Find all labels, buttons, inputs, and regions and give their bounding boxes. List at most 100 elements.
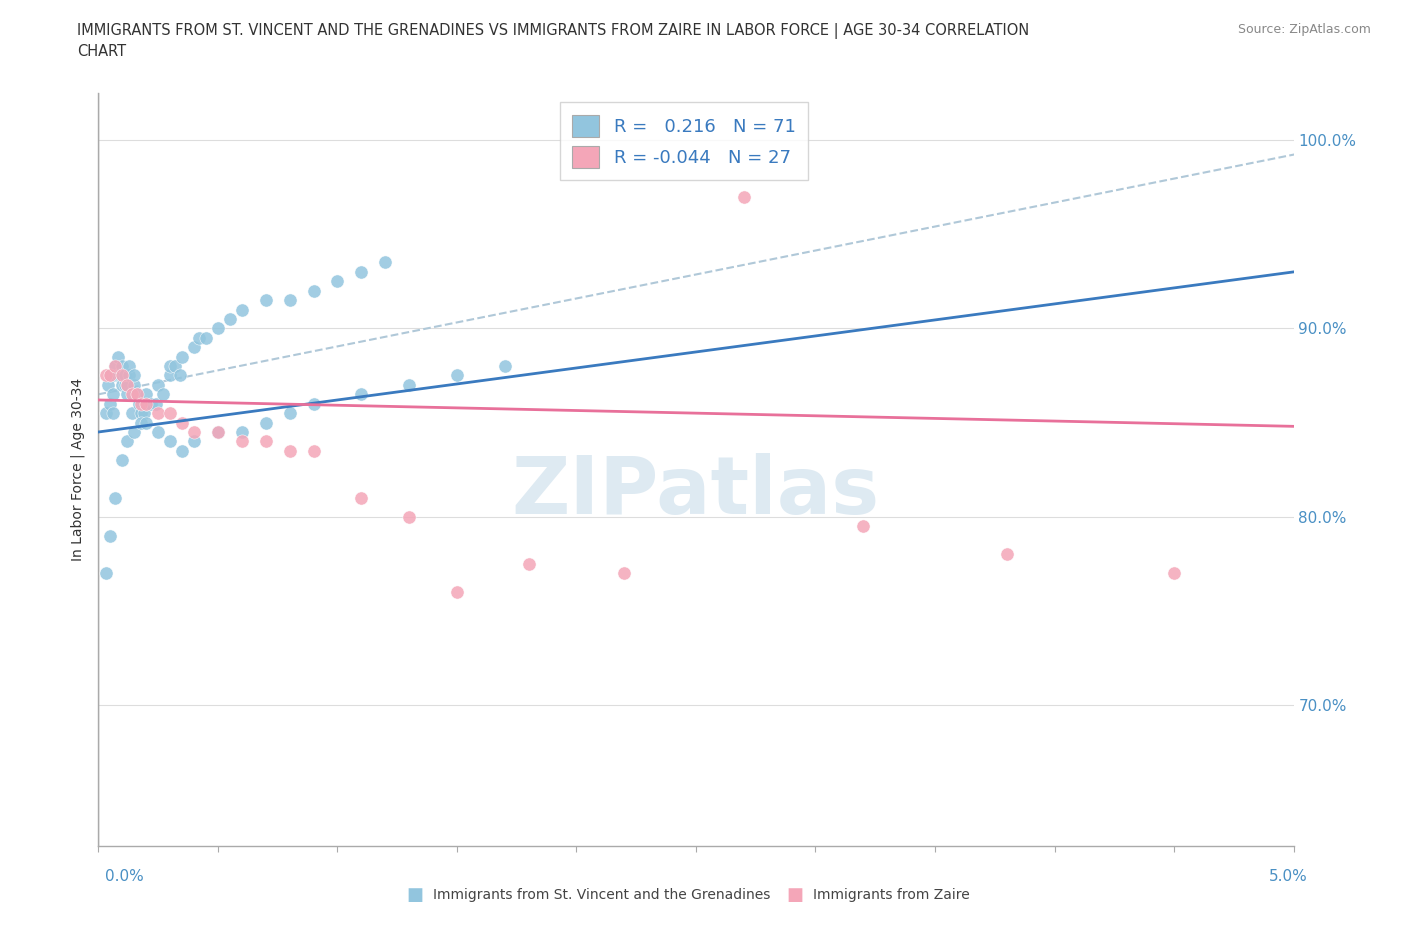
Point	[101, 387, 124, 402]
Point	[231, 302, 253, 317]
Point	[172, 415, 194, 430]
Point	[172, 444, 194, 458]
Point	[132, 405, 155, 420]
Point	[104, 368, 127, 383]
Point	[159, 359, 181, 374]
Text: ■: ■	[406, 885, 423, 904]
Point	[219, 312, 242, 326]
Point	[195, 330, 218, 345]
Point	[98, 528, 122, 543]
Point	[115, 434, 138, 449]
Point	[111, 453, 134, 468]
Point	[148, 405, 170, 420]
Point	[124, 368, 146, 383]
Point	[125, 387, 148, 402]
Point	[163, 359, 186, 374]
Point	[115, 387, 138, 402]
Point	[145, 396, 167, 411]
Point	[207, 321, 229, 336]
Point	[135, 396, 157, 411]
Point	[111, 359, 134, 374]
Point	[159, 368, 181, 383]
Point	[207, 424, 229, 440]
Point	[94, 405, 117, 420]
Text: Immigrants from St. Vincent and the Grenadines: Immigrants from St. Vincent and the Gren…	[433, 887, 770, 902]
Text: Source: ZipAtlas.com: Source: ZipAtlas.com	[1237, 23, 1371, 36]
Point	[148, 378, 170, 392]
Point	[207, 424, 229, 440]
Point	[995, 547, 1018, 562]
Point	[111, 368, 134, 383]
Point	[131, 396, 153, 411]
Point	[104, 490, 127, 505]
Point	[98, 396, 122, 411]
Point	[446, 368, 468, 383]
Point	[139, 396, 162, 411]
Point	[398, 510, 420, 525]
Point	[254, 434, 277, 449]
Point	[278, 293, 301, 308]
Point	[350, 387, 373, 402]
Point	[98, 368, 122, 383]
Point	[111, 368, 134, 383]
Point	[517, 556, 540, 571]
Point	[254, 415, 277, 430]
Point	[278, 444, 301, 458]
Y-axis label: In Labor Force | Age 30-34: In Labor Force | Age 30-34	[70, 379, 86, 561]
Point	[152, 387, 174, 402]
Point	[231, 434, 253, 449]
Point	[108, 368, 131, 383]
Point	[398, 378, 420, 392]
Point	[107, 368, 129, 383]
Point	[118, 368, 141, 383]
Text: 0.0%: 0.0%	[105, 869, 145, 883]
Point	[135, 396, 157, 411]
Point	[121, 405, 143, 420]
Point	[183, 424, 205, 440]
Legend: R =   0.216   N = 71, R = -0.044   N = 27: R = 0.216 N = 71, R = -0.044 N = 27	[560, 102, 808, 180]
Point	[183, 339, 205, 354]
Point	[114, 368, 136, 383]
Point	[733, 189, 755, 204]
Text: Immigrants from Zaire: Immigrants from Zaire	[813, 887, 969, 902]
Point	[125, 387, 148, 402]
Point	[94, 368, 117, 383]
Point	[148, 424, 170, 440]
Point	[115, 378, 138, 392]
Point	[104, 359, 127, 374]
Text: 5.0%: 5.0%	[1268, 869, 1308, 883]
Point	[1163, 565, 1185, 580]
Point	[115, 378, 138, 392]
Point	[613, 565, 636, 580]
Text: ■: ■	[786, 885, 803, 904]
Point	[159, 405, 181, 420]
Point	[121, 387, 143, 402]
Point	[97, 378, 120, 392]
Point	[124, 378, 146, 392]
Point	[374, 255, 396, 270]
Point	[231, 424, 253, 440]
Point	[350, 490, 373, 505]
Point	[159, 434, 181, 449]
Point	[302, 396, 325, 411]
Point	[114, 378, 136, 392]
Point	[111, 378, 134, 392]
Point	[278, 405, 301, 420]
Point	[131, 415, 153, 430]
Point	[135, 387, 157, 402]
Point	[183, 434, 205, 449]
Point	[852, 519, 875, 534]
Text: CHART: CHART	[77, 44, 127, 59]
Text: ZIPatlas: ZIPatlas	[512, 453, 880, 531]
Text: IMMIGRANTS FROM ST. VINCENT AND THE GRENADINES VS IMMIGRANTS FROM ZAIRE IN LABOR: IMMIGRANTS FROM ST. VINCENT AND THE GREN…	[77, 23, 1029, 39]
Point	[94, 565, 117, 580]
Point	[118, 359, 141, 374]
Point	[494, 359, 516, 374]
Point	[104, 359, 127, 374]
Point	[172, 349, 194, 364]
Point	[131, 405, 153, 420]
Point	[101, 405, 124, 420]
Point	[135, 415, 157, 430]
Point	[107, 349, 129, 364]
Point	[128, 396, 150, 411]
